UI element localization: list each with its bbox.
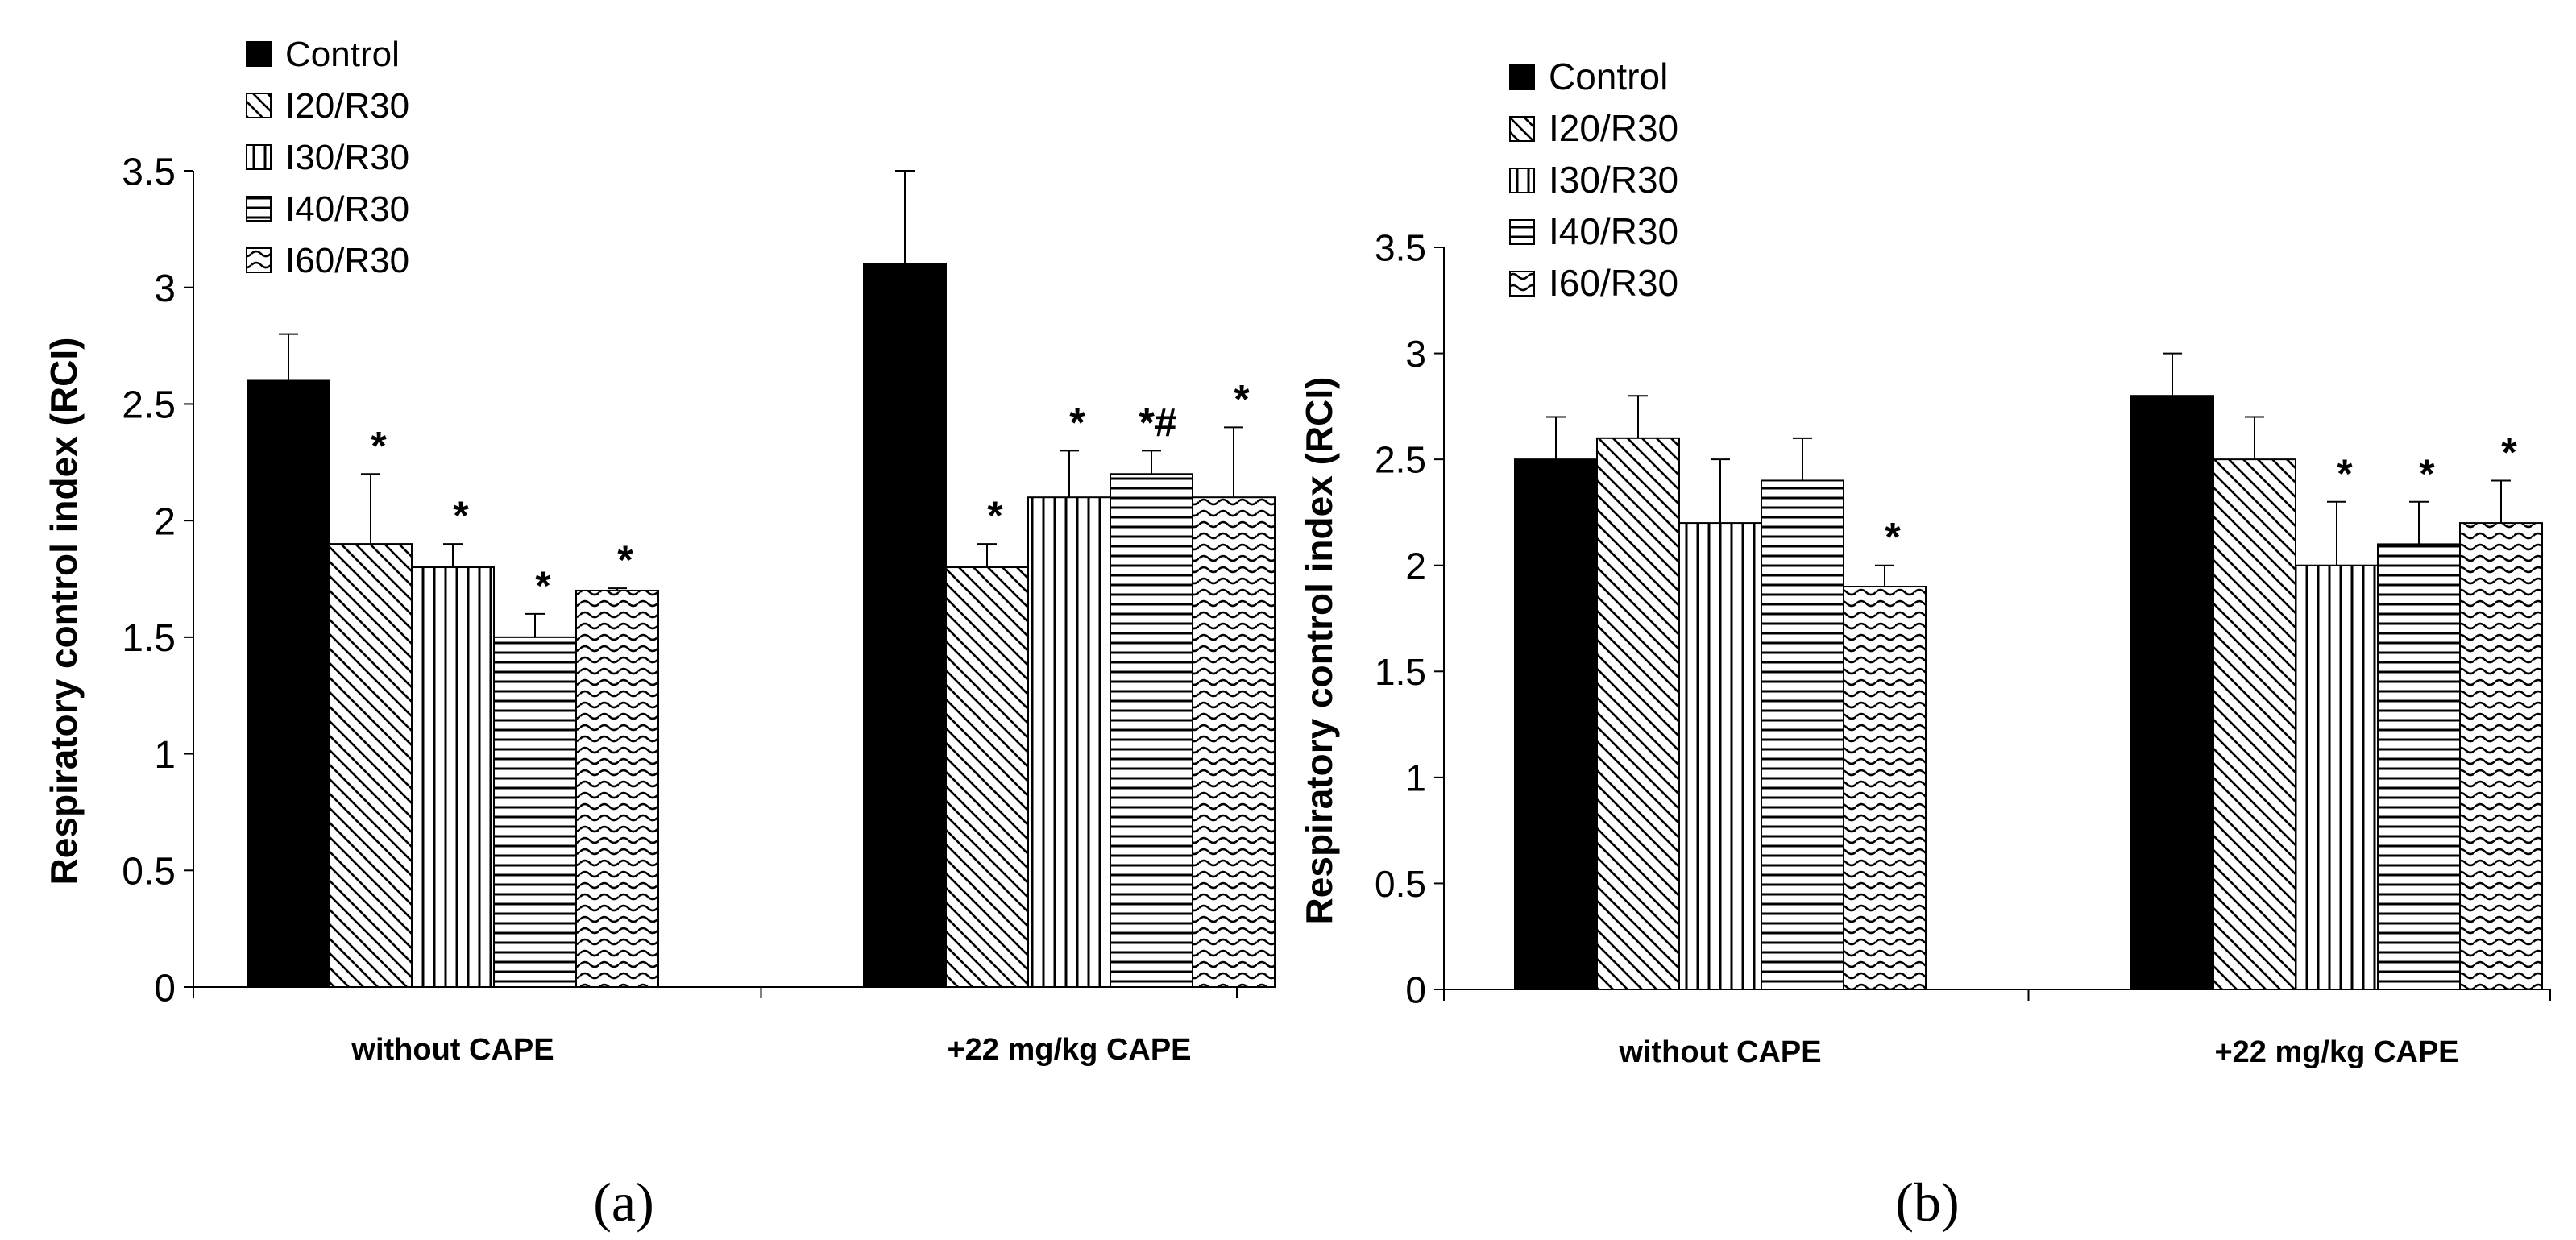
- legend-swatch: [246, 144, 272, 170]
- legend-swatch: [246, 247, 272, 273]
- y-tick-label: 3.5: [122, 151, 176, 193]
- legend-swatch: [1509, 64, 1535, 90]
- panel-label-a: (a): [593, 1172, 653, 1233]
- legend-swatch: [1509, 168, 1535, 193]
- legend-swatch: [1509, 116, 1535, 142]
- x-category-label: +22 mg/kg CAPE: [2214, 1035, 2458, 1069]
- y-tick-label: 3: [1405, 333, 1426, 375]
- bar-i30-r30: [1027, 496, 1111, 988]
- y-tick-label: 2.5: [1375, 439, 1426, 481]
- bar-i30-r30: [411, 566, 495, 988]
- x-category-label: without CAPE: [1618, 1035, 1821, 1069]
- panel-label-b: (b): [1895, 1172, 1959, 1233]
- legend-swatch: [246, 41, 272, 67]
- bar-i40-r30: [1110, 473, 1193, 988]
- bar-i20-r30: [945, 566, 1029, 988]
- y-tick-label: 2: [1405, 545, 1426, 587]
- bar-control: [863, 263, 947, 988]
- bar-i20-r30: [2213, 458, 2296, 990]
- bar-i20-r30: [1596, 437, 1680, 990]
- legend-swatch: [246, 93, 272, 118]
- legend-label: Control: [1549, 56, 1668, 97]
- bar-i30-r30: [2295, 564, 2379, 990]
- significance-marker: *: [2501, 429, 2517, 475]
- bar-i60-r30: [1192, 496, 1276, 988]
- y-tick-label: 0: [154, 967, 176, 1010]
- significance-marker: *: [535, 563, 551, 608]
- x-category-label: +22 mg/kg CAPE: [947, 1033, 1191, 1067]
- y-tick-label: 2: [154, 500, 176, 543]
- bar-control: [2130, 395, 2214, 990]
- bar-control: [1514, 458, 1598, 990]
- y-axis-title: Respiratory control index (RCI): [43, 338, 85, 885]
- legend-label: Control: [285, 35, 400, 74]
- y-tick-label: 0.5: [122, 851, 176, 894]
- legend-label: I60/R30: [1549, 262, 1678, 304]
- significance-marker: *: [617, 537, 633, 583]
- y-tick-label: 3.5: [1375, 227, 1426, 269]
- chart-panel-b: 0 0.5 1 1.5 2 2.5 3 3.5 Respiratory control inde…: [1298, 56, 2551, 1069]
- bar-i40-r30: [1761, 479, 1844, 990]
- legend-label: I20/R30: [285, 86, 409, 126]
- y-tick-label: 1: [1405, 757, 1426, 798]
- legend-label: I60/R30: [285, 241, 409, 280]
- y-tick-label: 2.5: [122, 384, 176, 427]
- significance-marker: *: [2337, 451, 2353, 496]
- significance-marker: *: [1234, 376, 1250, 421]
- significance-marker: *: [453, 493, 469, 538]
- significance-marker: *: [1069, 400, 1085, 445]
- bar-i20-r30: [329, 543, 413, 988]
- y-tick-label: 3: [154, 267, 176, 310]
- legend-label: I30/R30: [1549, 159, 1678, 201]
- bar-i60-r30: [1843, 586, 1927, 990]
- significance-marker: *: [1885, 515, 1901, 560]
- legend-label: I20/R30: [1549, 107, 1678, 149]
- bar-i30-r30: [1678, 522, 1762, 990]
- significance-marker: *: [2419, 451, 2435, 496]
- y-tick-label: 1.5: [122, 617, 176, 660]
- bar-control: [247, 379, 330, 988]
- bar-i40-r30: [2377, 543, 2461, 990]
- y-tick-label: 1: [154, 734, 176, 777]
- y-tick-label: 1.5: [1375, 651, 1426, 693]
- legend-label: I40/R30: [1549, 210, 1678, 252]
- legend-label: I40/R30: [285, 189, 409, 229]
- bar-i60-r30: [575, 589, 659, 988]
- significance-marker: *: [987, 493, 1003, 538]
- bar-i40-r30: [493, 636, 577, 988]
- y-tick-label: 0.5: [1375, 863, 1426, 905]
- x-category-label: without CAPE: [351, 1033, 554, 1067]
- y-axis-title: Respiratory control index (RCI): [1298, 377, 1340, 925]
- legend-swatch: [1509, 219, 1535, 245]
- legend-swatch: [246, 196, 272, 222]
- legend-label: I30/R30: [285, 138, 409, 177]
- bar-i60-r30: [2459, 522, 2543, 990]
- y-tick-label: 0: [1405, 969, 1426, 1011]
- legend-swatch: [1509, 271, 1535, 297]
- significance-marker: *: [371, 423, 387, 468]
- significance-marker: *#: [1139, 400, 1176, 445]
- chart-panel-a: 0 0.5 1 1.5 2 2.5 3 3.5 Respiratory control inde…: [43, 35, 1276, 1067]
